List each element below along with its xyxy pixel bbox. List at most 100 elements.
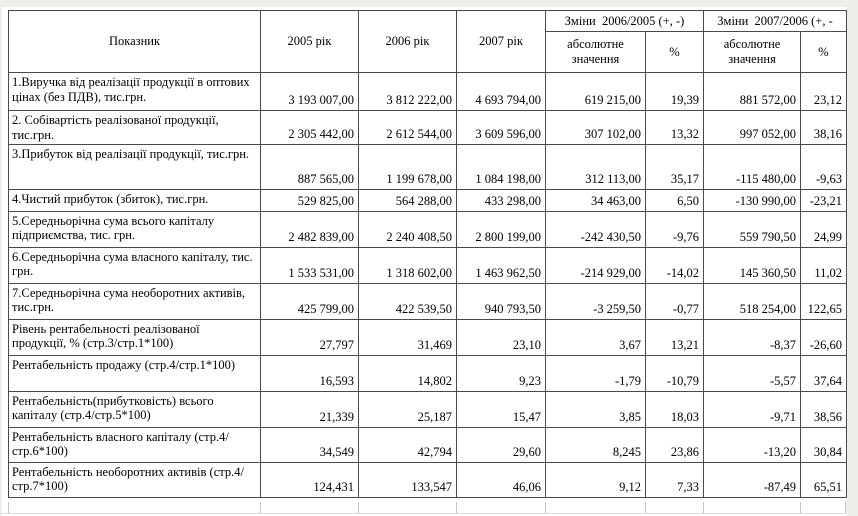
cell-2006: 1 318 602,00 [358,246,457,284]
cell-abs-change-1: 9,12 [545,461,646,498]
row-label: 1.Виручка від реалізації продукції в опт… [8,72,261,111]
cell-abs-change-1: -3 259,50 [545,282,646,320]
cell-2007: 15,47 [456,390,546,428]
col-header-change-2006-2005: Зміни 2006/2005 (+, -) [544,10,705,32]
cell-pct-change-2: 122,65 [800,282,848,320]
cell-2007: 4 693 794,00 [456,72,546,111]
gridline-stub [645,502,646,514]
cell-2006: 422 539,50 [358,282,457,320]
cell-pct-change-1: -9,76 [644,210,705,248]
cell-pct-change-2: -9,63 [800,143,848,190]
cell-abs-change-2: 518 254,00 [703,282,802,320]
cell-abs-change-2: 559 790,50 [703,210,802,248]
cell-abs-change-1: -1,79 [545,354,646,392]
row-label: Рентабельність необоротних активів (стр.… [8,461,261,498]
table-header-row-groups: Показник 2005 рік 2006 рік 2007 рік Змін… [8,10,848,73]
cell-abs-change-2: -5,57 [703,354,802,392]
subheader-absolute-value-1: абсолютне значення [545,31,646,73]
cell-2007: 940 793,50 [456,282,546,320]
cell-2005: 2 482 839,00 [260,210,359,248]
cell-2007: 433 298,00 [456,188,546,212]
cell-pct-change-1: 18,03 [644,390,705,428]
table-row: Рівень рентабельності реалізованої проду… [8,318,848,356]
table-row: 7.Середньорічна сума необоротних активів… [8,282,848,320]
cell-2006: 14,802 [358,354,457,392]
gridline-stub [845,502,846,514]
cell-2007: 3 609 596,00 [456,110,546,145]
cell-2006: 2 612 544,00 [358,110,457,145]
table-row: Рентабельність продажу (стр.4/стр.1*100)… [8,354,848,392]
table-row: Рентабельність необоротних активів (стр.… [8,461,848,498]
col-header-2005: 2005 рік [260,10,359,73]
cell-abs-change-1: 3,85 [545,390,646,428]
cell-2005: 2 305 442,00 [260,110,359,145]
gridline-stub [703,502,704,514]
cell-2007: 29,60 [456,426,546,463]
cell-pct-change-1: 13,32 [644,110,705,145]
row-label: 2. Собівартість реалізованої продукції, … [8,110,261,145]
cell-abs-change-2: -13,20 [703,426,802,463]
cell-pct-change-2: 24,99 [800,210,848,248]
cell-pct-change-1: 23,86 [644,426,705,463]
subheader-percent-2: % [800,31,848,73]
cell-2006: 3 812 222,00 [358,72,457,111]
cell-pct-change-1: 35,17 [644,143,705,190]
cell-pct-change-1: -10,79 [644,354,705,392]
table-row: 2. Собівартість реалізованої продукції, … [8,110,848,145]
cell-abs-change-2: 145 360,50 [703,246,802,284]
cell-pct-change-2: 38,16 [800,110,848,145]
cell-pct-change-1: -14,02 [644,246,705,284]
page-edge-line [0,513,846,514]
row-label: Рентабельність власного капіталу (стр.4/… [8,426,261,463]
cell-2005: 3 193 007,00 [260,72,359,111]
cell-2006: 2 240 408,50 [358,210,457,248]
gridline-stub [456,502,457,514]
cell-2005: 21,339 [260,390,359,428]
table-row: Рентабельність(прибутковість) всього кап… [8,390,848,428]
cell-abs-change-2: -8,37 [703,318,802,356]
col-header-2006: 2006 рік [358,10,457,73]
cell-abs-change-2: 997 052,00 [703,110,802,145]
cell-abs-change-2: -9,71 [703,390,802,428]
cell-pct-change-1: 19,39 [644,72,705,111]
cell-pct-change-2: 23,12 [800,72,848,111]
cell-2007: 9,23 [456,354,546,392]
cell-abs-change-1: 619 215,00 [545,72,646,111]
cell-2005: 27,797 [260,318,359,356]
row-label: 5.Середньорічна сума всього капіталу під… [8,210,261,248]
cell-pct-change-1: 6,50 [644,188,705,212]
table-row: 6.Середньорічна сума власного капіталу, … [8,246,848,284]
cell-pct-change-2: 65,51 [800,461,848,498]
table-row: 3.Прибуток від реалізації продукції, тис… [8,143,848,190]
row-label: 7.Середньорічна сума необоротних активів… [8,282,261,320]
cell-pct-change-2: -23,21 [800,188,848,212]
subheader-percent-1: % [644,31,705,73]
subheader-absolute-value-2: абсолютне значення [703,31,802,73]
gridline-stub [358,502,359,514]
cell-2007: 46,06 [456,461,546,498]
cell-abs-change-1: -214 929,00 [545,246,646,284]
cell-abs-change-1: 307 102,00 [545,110,646,145]
cell-pct-change-2: 38,56 [800,390,848,428]
cell-2007: 23,10 [456,318,546,356]
table-row: 1.Виручка від реалізації продукції в опт… [8,72,848,111]
cell-abs-change-1: 312 113,00 [545,143,646,190]
cell-2005: 124,431 [260,461,359,498]
cell-2006: 133,547 [358,461,457,498]
cell-2005: 1 533 531,00 [260,246,359,284]
financial-indicators-table: Показник 2005 рік 2006 рік 2007 рік Змін… [8,10,848,498]
gridline-stub [260,502,261,514]
cell-2006: 564 288,00 [358,188,457,212]
row-label: Рівень рентабельності реалізованої проду… [8,318,261,356]
cell-abs-change-2: -87,49 [703,461,802,498]
gridline-stub [800,502,801,514]
cell-abs-change-1: -242 430,50 [545,210,646,248]
cell-2007: 1 084 198,00 [456,143,546,190]
cell-2007: 2 800 199,00 [456,210,546,248]
cell-2005: 34,549 [260,426,359,463]
cell-pct-change-2: -26,60 [800,318,848,356]
cell-2006: 31,469 [358,318,457,356]
cell-pct-change-1: -0,77 [644,282,705,320]
col-header-2007: 2007 рік [456,10,546,73]
table-row: 4.Чистий прибуток (збиток), тис.грн. 529… [8,188,848,212]
